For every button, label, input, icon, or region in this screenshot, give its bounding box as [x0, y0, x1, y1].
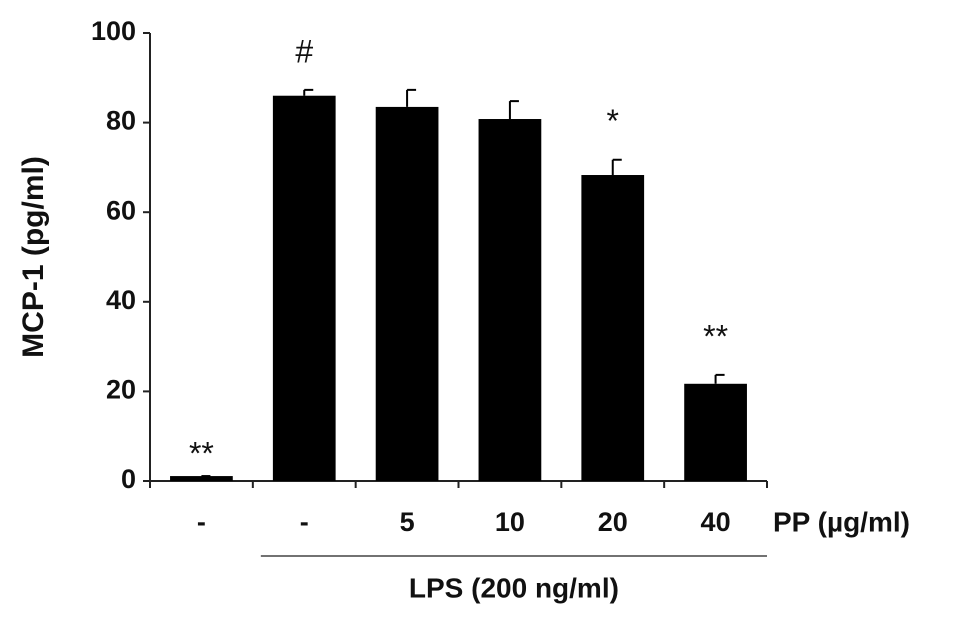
bar — [478, 119, 542, 482]
annotation: # — [295, 33, 313, 69]
annotation: * — [607, 103, 619, 139]
bar — [684, 383, 747, 481]
x-tick-label: 40 — [701, 507, 731, 537]
x-tick-label: 20 — [598, 507, 628, 537]
y-tick-label: 60 — [106, 195, 136, 225]
bar — [581, 175, 645, 482]
y-tick-label: 100 — [91, 16, 136, 46]
x-tick-label: - — [197, 507, 206, 537]
error-bar — [508, 100, 519, 120]
y-axis-label: MCP-1 (pg/ml) — [17, 156, 50, 358]
bar — [170, 476, 233, 481]
x-tick-label: 10 — [495, 507, 525, 537]
y-tick-label: 40 — [106, 285, 136, 315]
error-bar — [303, 88, 314, 96]
bar — [375, 106, 439, 482]
error-bar — [611, 158, 622, 176]
group-label: LPS (200 ng/ml) — [409, 572, 619, 603]
annotation: ** — [703, 318, 728, 354]
error-bar — [406, 88, 417, 107]
annotation: ** — [189, 436, 214, 472]
y-tick-label: 80 — [106, 106, 136, 136]
x-axis-label: PP (µg/ml) — [773, 506, 910, 537]
x-tick-label: - — [300, 507, 309, 537]
y-tick-label: 20 — [106, 375, 136, 405]
y-tick-label: 0 — [121, 464, 136, 494]
x-tick-label: 5 — [400, 507, 415, 537]
bar — [272, 95, 336, 481]
error-bar — [714, 373, 725, 384]
